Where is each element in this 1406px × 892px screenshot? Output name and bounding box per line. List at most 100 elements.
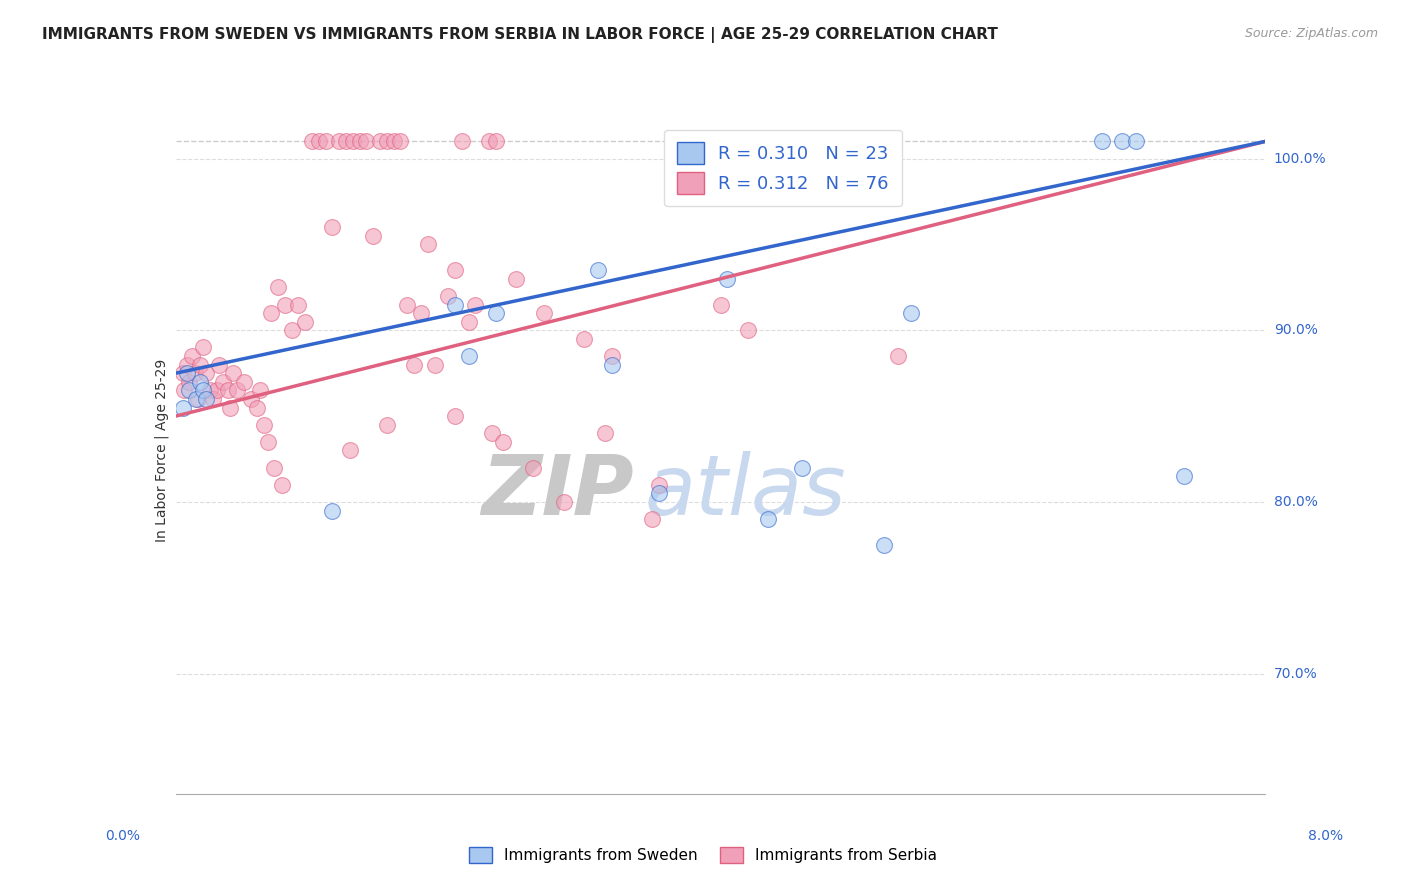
Point: [188, 358, 211, 372]
Point: [710, 297, 733, 311]
Legend: Immigrants from Sweden, Immigrants from Serbia: Immigrants from Sweden, Immigrants from …: [461, 839, 945, 871]
Point: [600, 358, 623, 372]
Point: [389, 134, 412, 148]
Point: [492, 434, 515, 449]
Point: [212, 375, 235, 389]
Point: [522, 460, 544, 475]
Point: [444, 409, 467, 423]
Point: [368, 134, 391, 148]
Point: [222, 366, 245, 380]
Point: [257, 434, 280, 449]
Point: [198, 384, 221, 398]
Point: [179, 375, 201, 389]
Point: [271, 477, 294, 491]
Point: [287, 297, 309, 311]
Point: [315, 134, 337, 148]
Point: [260, 306, 283, 320]
Point: [457, 349, 479, 363]
Point: [756, 512, 779, 526]
Point: [641, 512, 664, 526]
Point: [263, 460, 285, 475]
Point: [274, 297, 297, 311]
Point: [1111, 134, 1133, 148]
Point: [232, 375, 254, 389]
Point: [505, 271, 527, 285]
Point: [205, 384, 228, 398]
Point: [792, 460, 814, 475]
Text: 90.0%: 90.0%: [1274, 323, 1317, 337]
Point: [191, 384, 214, 398]
Point: [328, 134, 350, 148]
Point: [308, 134, 330, 148]
Point: [382, 134, 405, 148]
Point: [172, 366, 194, 380]
Point: [409, 306, 432, 320]
Point: [437, 289, 460, 303]
Point: [280, 323, 302, 337]
Text: 70.0%: 70.0%: [1274, 666, 1317, 681]
Point: [1173, 469, 1195, 483]
Point: [186, 392, 209, 406]
Text: Source: ZipAtlas.com: Source: ZipAtlas.com: [1244, 27, 1378, 40]
Point: [201, 392, 224, 406]
Point: [181, 349, 204, 363]
Point: [176, 366, 198, 380]
Point: [553, 495, 575, 509]
Y-axis label: In Labor Force | Age 25-29: In Labor Force | Age 25-29: [155, 359, 169, 542]
Point: [342, 134, 364, 148]
Text: 8.0%: 8.0%: [1308, 829, 1343, 843]
Point: [444, 263, 467, 277]
Point: [267, 280, 290, 294]
Point: [219, 401, 242, 415]
Point: [586, 263, 609, 277]
Point: [217, 384, 239, 398]
Point: [533, 306, 555, 320]
Point: [873, 538, 896, 552]
Point: [450, 134, 472, 148]
Point: [226, 384, 249, 398]
Point: [485, 306, 508, 320]
Point: [173, 384, 195, 398]
Point: [184, 366, 207, 380]
Point: [396, 297, 419, 311]
Point: [194, 366, 217, 380]
Point: [423, 358, 446, 372]
Legend: R = 0.310   N = 23, R = 0.312   N = 76: R = 0.310 N = 23, R = 0.312 N = 76: [664, 130, 901, 206]
Point: [416, 237, 439, 252]
Point: [900, 306, 922, 320]
Point: [191, 340, 214, 354]
Point: [194, 392, 217, 406]
Text: IMMIGRANTS FROM SWEDEN VS IMMIGRANTS FROM SERBIA IN LABOR FORCE | AGE 25-29 CORR: IMMIGRANTS FROM SWEDEN VS IMMIGRANTS FRO…: [42, 27, 998, 43]
Point: [294, 315, 316, 329]
Point: [339, 443, 361, 458]
Point: [737, 323, 759, 337]
Point: [444, 297, 467, 311]
Point: [349, 134, 371, 148]
Point: [457, 315, 479, 329]
Point: [179, 384, 201, 398]
Point: [1091, 134, 1114, 148]
Point: [321, 503, 343, 517]
Point: [176, 358, 198, 372]
Point: [478, 134, 501, 148]
Point: [335, 134, 357, 148]
Point: [188, 375, 211, 389]
Point: [464, 297, 486, 311]
Text: atlas: atlas: [644, 451, 846, 533]
Point: [481, 426, 503, 441]
Point: [574, 332, 596, 346]
Point: [1125, 134, 1147, 148]
Point: [600, 349, 623, 363]
Point: [404, 358, 426, 372]
Point: [648, 486, 671, 500]
Text: ZIP: ZIP: [481, 451, 633, 533]
Point: [186, 392, 208, 406]
Text: 100.0%: 100.0%: [1274, 152, 1326, 166]
Point: [648, 477, 671, 491]
Point: [593, 426, 616, 441]
Point: [246, 401, 269, 415]
Point: [172, 401, 194, 415]
Point: [716, 271, 738, 285]
Point: [886, 349, 908, 363]
Point: [208, 358, 231, 372]
